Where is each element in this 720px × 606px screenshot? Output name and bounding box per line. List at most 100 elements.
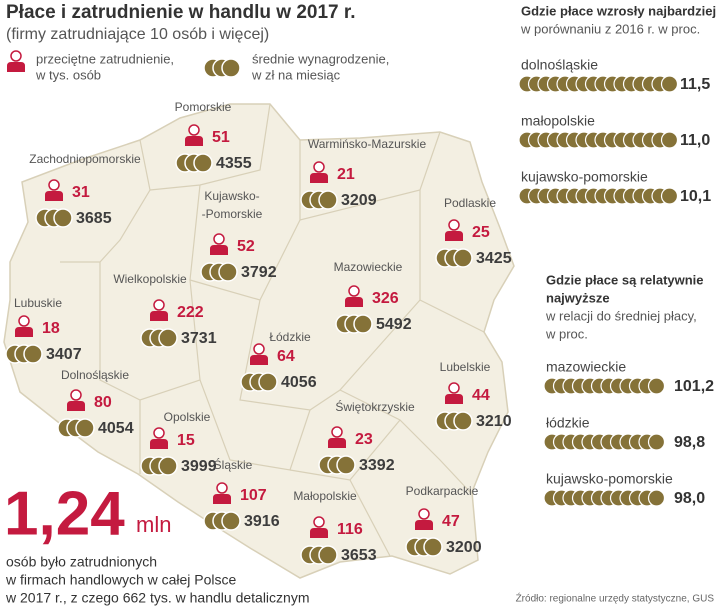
region-name: Pomorskie [175, 100, 232, 114]
person-body [310, 173, 328, 183]
person-body [67, 401, 85, 411]
coin-icon [300, 545, 338, 565]
person-icon [7, 50, 25, 72]
region: Podlaskie 25 3425 [435, 196, 512, 268]
subtitle: (firmy zatrudniające 10 osób i więcej) [6, 26, 269, 43]
panel-title: Gdzie płace są relatywnie [546, 272, 704, 287]
person-head [313, 516, 325, 528]
person-icon [150, 427, 168, 449]
regions: Pomorskie 51 4355 Zachodniopomorskie 31 3685 W… [5, 100, 512, 565]
person-icon [445, 219, 463, 241]
person-head [48, 179, 60, 191]
person-head [213, 233, 225, 245]
employment-value: 31 [72, 184, 90, 201]
region-name: Zachodniopomorskie [29, 152, 141, 166]
region: Śląskie 107 3916 [203, 457, 280, 531]
person-icon [250, 343, 268, 365]
panel-subtitle: w relacji do średniej płacy, [545, 308, 697, 323]
person-head [153, 427, 165, 439]
title: Płace i zatrudnienie w handlu w 2017 r. [6, 2, 356, 23]
coin [336, 455, 356, 475]
coin [453, 411, 473, 431]
person-head [18, 315, 30, 327]
coin [158, 456, 178, 476]
panels: Gdzie płace wzrosły najbardziej w porówna… [518, 3, 716, 507]
wage-value: 5492 [376, 316, 412, 333]
panel-item-label: kujawsko-pomorskie [546, 471, 673, 487]
person-head [216, 482, 228, 494]
total-caption: osób było zatrudnionych w firmach handlow… [5, 554, 310, 606]
employment-value: 51 [212, 129, 230, 146]
employment-value: 21 [337, 166, 355, 183]
person-body [45, 191, 63, 201]
coin [318, 190, 338, 210]
coin [158, 328, 178, 348]
panel-subtitle: w porównaniu z 2016 r. w proc. [520, 21, 700, 36]
coin [660, 75, 679, 93]
panel-title: Gdzie płace wzrosły najbardziej [521, 3, 716, 18]
legend-text: średnie wynagrodzenie, [252, 51, 389, 66]
region: Podkarpackie 47 3200 [405, 484, 482, 557]
coin-row [543, 489, 666, 507]
wage-value: 3916 [244, 513, 280, 530]
employment-value: 23 [355, 431, 373, 448]
person-head [313, 161, 325, 173]
coin [53, 208, 73, 228]
wage-value: 3209 [341, 192, 377, 209]
person-body [213, 494, 231, 504]
caption-line: osób było zatrudnionych [6, 554, 157, 570]
wage-value: 3392 [359, 457, 395, 474]
person-icon [210, 233, 228, 255]
coin-icon [203, 58, 241, 78]
region-name: Podlaskie [444, 196, 496, 210]
coin [660, 131, 679, 149]
person-icon [310, 516, 328, 538]
panel-item-label: dolnośląskie [521, 57, 598, 73]
person-head [448, 219, 460, 231]
panel-item-value: 98,0 [674, 490, 705, 507]
coin-icon [175, 153, 213, 173]
person-head [70, 389, 82, 401]
region: Lubuskie 18 3407 [5, 296, 82, 364]
employment-value: 116 [337, 521, 363, 538]
wage-value: 3685 [76, 210, 112, 227]
coin-row [543, 433, 666, 451]
region-name: Kujawsko- [204, 189, 259, 203]
region: Zachodniopomorskie 31 3685 [29, 152, 141, 228]
person-body [150, 439, 168, 449]
person-body [328, 438, 346, 448]
employment-value: 326 [372, 290, 399, 307]
panel-item-value: 11,5 [680, 76, 710, 93]
person-body [210, 245, 228, 255]
employment-value: 64 [277, 348, 295, 365]
employment-value: 222 [177, 304, 204, 321]
coin-icon [435, 411, 473, 431]
person-body [15, 327, 33, 337]
wage-value: 3731 [181, 330, 217, 347]
region-name: Wielkopolskie [113, 272, 187, 286]
total-unit: mln [136, 512, 171, 537]
panel-item-label: łódzkie [546, 415, 590, 431]
person-icon [345, 285, 363, 307]
wage-value: 3792 [241, 264, 277, 281]
wage-value: 3210 [476, 413, 512, 430]
region: Warmińsko-Mazurskie 21 3209 [300, 137, 426, 210]
region-name: Dolnośląskie [61, 368, 129, 382]
person-head [348, 285, 360, 297]
wage-value: 3407 [46, 346, 82, 363]
coin-icon [318, 455, 356, 475]
coin [23, 344, 43, 364]
person-head [418, 508, 430, 520]
person-icon [213, 482, 231, 504]
employment-value: 44 [472, 387, 490, 404]
coin-icon [240, 372, 278, 392]
person-body [7, 62, 25, 72]
legend-text: w tys. osób [35, 67, 101, 82]
region-name: Lubelskie [440, 360, 491, 374]
panel-item-label: małopolskie [521, 113, 595, 129]
person-head [253, 343, 265, 355]
region-name: Podkarpackie [406, 484, 479, 498]
person-head [10, 50, 22, 62]
panel-item-value: 10,1 [680, 188, 711, 205]
